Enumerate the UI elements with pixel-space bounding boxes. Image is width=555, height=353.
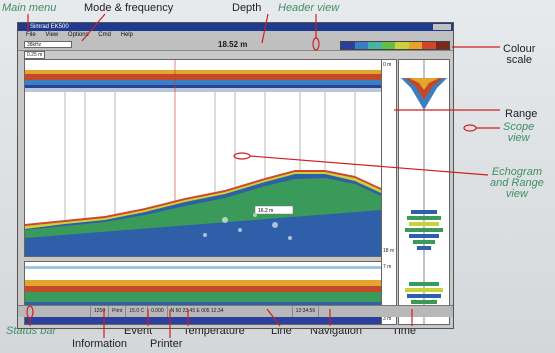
colour-scale-swatch-1 bbox=[354, 42, 368, 49]
status-bar: 1250 Print 15.0 C 0.000 N 60 23.45 E 005… bbox=[18, 305, 453, 317]
echogram-view[interactable]: 16.2 m bbox=[24, 59, 382, 257]
status-temperature: 15.0 C bbox=[126, 306, 149, 317]
header-view: 38kHz 18.52 m bbox=[18, 40, 453, 51]
scope-canvas bbox=[401, 60, 447, 324]
range-view: 0 m 18 m 7 m 3 m bbox=[381, 59, 397, 325]
colour-scale-swatch-3 bbox=[381, 42, 395, 49]
window-controls[interactable] bbox=[433, 24, 451, 30]
colour-scale bbox=[340, 41, 450, 50]
bottom-depth-tag: 16.2 m bbox=[258, 208, 273, 214]
status-printer[interactable]: Print bbox=[109, 306, 127, 317]
range-lower-top-label: 7 m bbox=[383, 264, 392, 270]
title-bar: Simrad EK500 bbox=[18, 23, 453, 31]
annotation-mode-frequency: Mode & frequency bbox=[84, 2, 174, 14]
echosounder-window: Simrad EK500 File View Options Cmd Help … bbox=[17, 22, 454, 329]
annotation-colour-scale: Colour scale bbox=[503, 43, 536, 66]
top-range-readout: 0.25 m bbox=[24, 51, 46, 59]
window-title: Simrad EK500 bbox=[30, 24, 69, 30]
annotation-scope-view: Scope view bbox=[503, 121, 535, 144]
status-information bbox=[18, 306, 91, 317]
range-top-label: 0 m bbox=[383, 62, 392, 68]
menu-item-options[interactable]: Options bbox=[67, 32, 89, 38]
echogram-canvas: 16.2 m bbox=[25, 60, 381, 256]
colour-scale-swatch-7 bbox=[435, 42, 449, 49]
status-time: 12:34:56 bbox=[293, 306, 320, 317]
range-lower-bottom-label: 3 m bbox=[383, 316, 392, 322]
colour-scale-swatch-2 bbox=[368, 42, 382, 49]
status-line: 0.000 bbox=[148, 306, 168, 317]
colour-scale-swatch-5 bbox=[408, 42, 422, 49]
annotation-header-view: Header view bbox=[278, 2, 340, 14]
scope-view[interactable] bbox=[398, 59, 450, 325]
colour-scale-swatch-0 bbox=[341, 42, 355, 49]
status-event: 1250 bbox=[91, 306, 110, 317]
menu-item-help[interactable]: Help bbox=[120, 32, 133, 38]
colour-scale-swatch-4 bbox=[395, 42, 409, 49]
colour-scale-swatch-6 bbox=[422, 42, 436, 49]
annotation-printer: Printer bbox=[150, 338, 183, 350]
main-menu: File View Options Cmd Help bbox=[18, 31, 453, 40]
menu-item-view[interactable]: View bbox=[45, 32, 59, 38]
annotation-range: Range bbox=[505, 108, 538, 120]
annotation-depth: Depth bbox=[232, 2, 262, 14]
menu-item-cmd[interactable]: Cmd bbox=[98, 32, 111, 38]
annotation-echogram-range-view: Echogram and Range view bbox=[490, 166, 544, 200]
mode-frequency-select[interactable]: 38kHz bbox=[24, 41, 72, 48]
annotation-main-menu: Main menu bbox=[2, 2, 57, 14]
status-navigation: N 60 23.45 E 005 12.34 bbox=[168, 306, 293, 317]
depth-readout: 18.52 m bbox=[218, 40, 248, 49]
annotation-information: Information bbox=[72, 338, 128, 350]
menu-item-file[interactable]: File bbox=[26, 32, 36, 38]
range-bottom-label: 18 m bbox=[383, 248, 395, 254]
